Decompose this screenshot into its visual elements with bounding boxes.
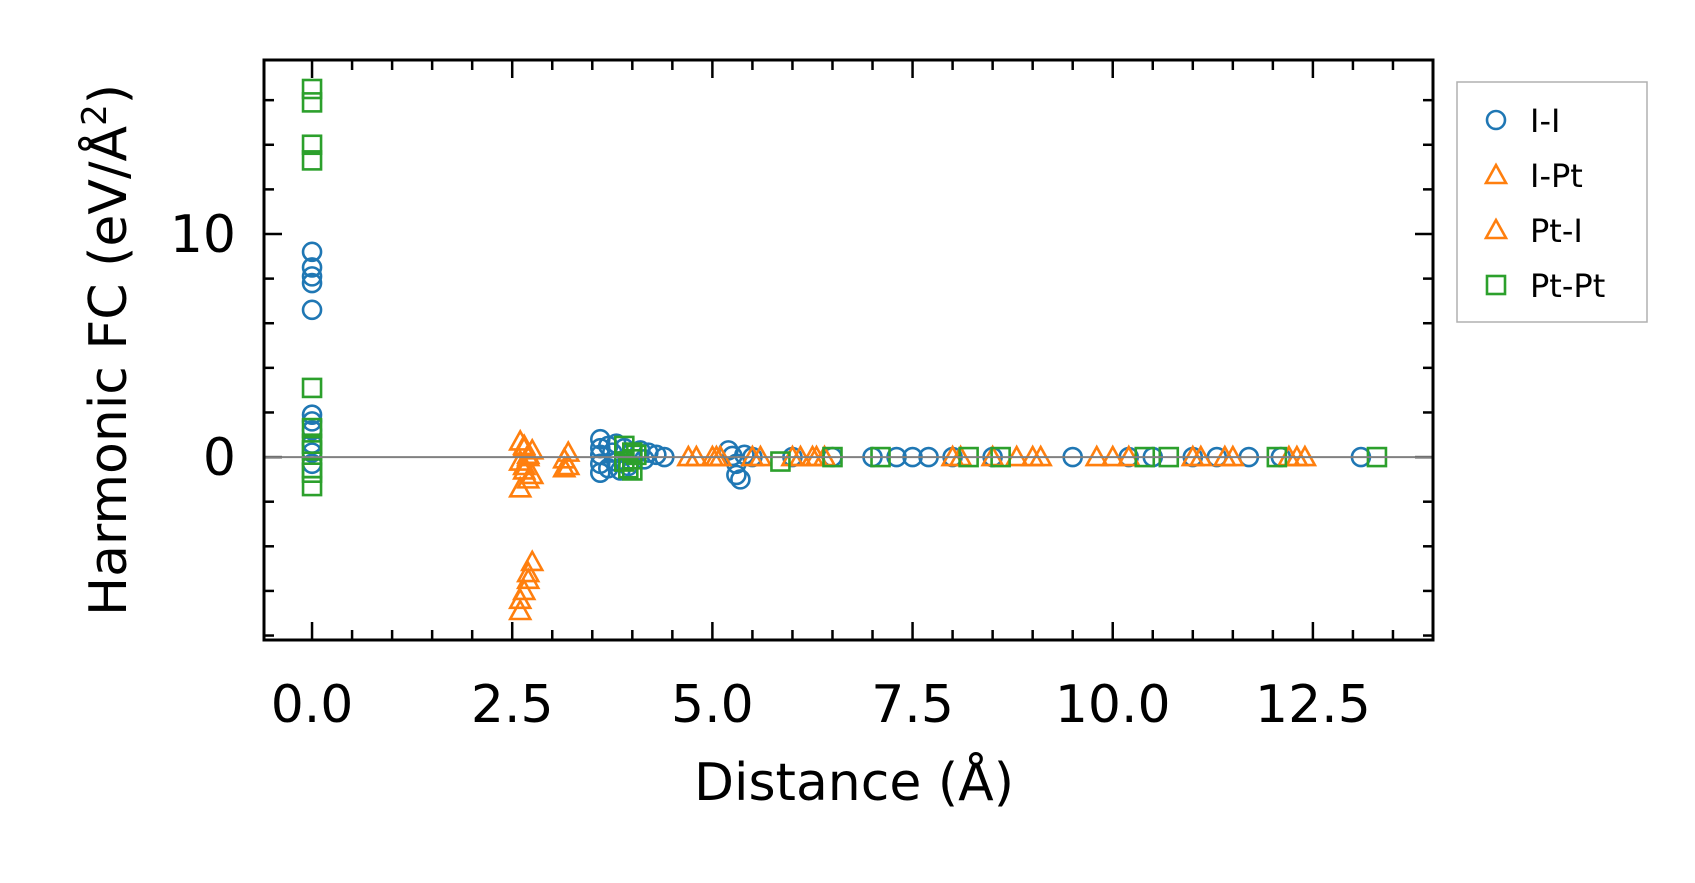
point-pt-pt [301,78,323,100]
point-pt-pt [301,417,323,439]
point-i-i [301,257,323,278]
data-markers [301,78,1388,621]
y-tick-labels: 0 10 [170,205,236,488]
point-pt-pt [301,377,323,399]
x-axis-label: Distance (Å) [694,751,1014,813]
point-i-i [301,299,323,321]
legend-marker-pt-pt [1485,274,1507,296]
y-tick-label: 0 [203,428,236,488]
point-pt-pt [301,134,323,156]
legend-label: I-I [1530,102,1560,140]
point-i-pt [516,466,541,489]
point-i-pt [508,475,533,498]
legend-label: Pt-I [1530,212,1583,250]
x-tick-label: 7.5 [871,675,954,735]
series-i-i [301,241,1372,490]
x-tick-label: 12.5 [1255,675,1371,735]
series-pt-pt [301,78,1388,497]
legend-entry-i-i: I-I [1485,102,1560,140]
point-i-i [301,266,323,287]
legend-marker-i-pt [1483,162,1509,185]
point-i-pt [556,453,581,476]
point-pt-i [516,560,541,583]
y-axis-label: Harmonic FC (eV/Å2) [75,84,139,616]
legend-entry-pt-i: Pt-I [1483,212,1583,250]
point-i-i [301,404,323,425]
point-pt-pt [301,92,323,113]
x-tick-label: 5.0 [671,675,754,735]
x-tick-labels: 0.0 2.5 5.0 7.5 10.0 12.5 [271,675,1371,735]
point-pt-pt [301,475,323,497]
legend: I-I I-Pt Pt-I Pt-Pt [1456,81,1648,323]
legend-label: I-Pt [1530,157,1583,195]
plot-frame [262,58,1435,642]
point-pt-pt [770,451,791,472]
point-i-i [730,469,751,490]
point-pt-i [508,587,533,610]
point-i-i [301,272,323,294]
y-tick-label: 10 [170,205,236,265]
point-pt-pt [301,150,323,171]
legend-box [1456,81,1648,323]
point-pt-i [520,462,545,485]
legend-entry-i-pt: I-Pt [1483,157,1583,195]
point-pt-i [552,455,577,478]
point-pt-i [556,439,581,462]
point-pt-pt [622,449,643,470]
legend-marker-pt-i [1483,217,1509,240]
point-pt-pt [622,460,643,481]
x-tick-label: 2.5 [471,675,554,735]
point-pt-pt [626,444,647,466]
point-pt-pt [301,462,323,483]
point-i-pt [508,598,533,621]
x-tick-label: 10.0 [1055,675,1171,735]
point-pt-i [512,453,537,476]
point-i-i [726,464,747,486]
x-tick-label: 0.0 [271,675,354,735]
point-i-i [301,241,323,263]
point-i-i [646,444,667,466]
legend-entry-pt-pt: Pt-Pt [1485,267,1605,305]
legend-label: Pt-Pt [1530,267,1605,305]
legend-marker-i-i [1485,109,1507,131]
axis-ticks [264,60,1435,640]
